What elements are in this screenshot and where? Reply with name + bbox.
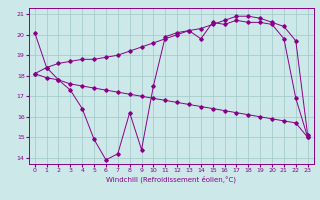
X-axis label: Windchill (Refroidissement éolien,°C): Windchill (Refroidissement éolien,°C) <box>106 176 236 183</box>
